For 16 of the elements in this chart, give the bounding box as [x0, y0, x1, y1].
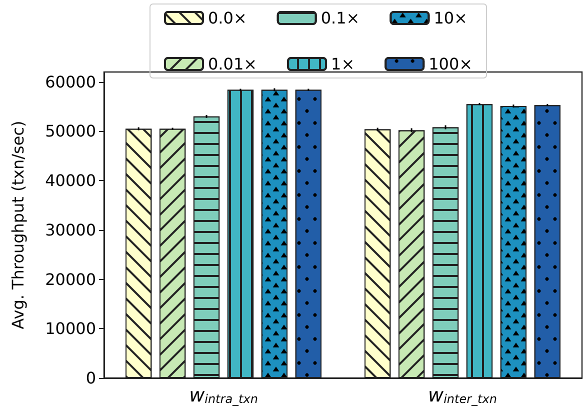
x-tick-label: wintra_txn	[189, 384, 258, 406]
legend-label: 1×	[331, 54, 355, 74]
legend-label: 0.1×	[320, 8, 360, 28]
y-tick-label: 40000	[45, 171, 96, 190]
legend-label: 0.01×	[208, 54, 258, 74]
legend-label: 0.0×	[208, 8, 247, 28]
x-tick-label: winter_txn	[428, 384, 497, 406]
legend-label: 100×	[428, 54, 473, 74]
y-tick-label: 50000	[45, 122, 96, 141]
y-tick-label: 0	[86, 368, 96, 388]
y-axis-title: Avg. Throughput (txn/sec)	[8, 120, 28, 330]
legend-label: 10×	[434, 8, 468, 28]
y-tick-label: 10000	[45, 319, 96, 338]
y-tick-label: 30000	[45, 220, 96, 240]
y-tick-label: 20000	[45, 270, 96, 289]
y-tick-label: 60000	[45, 72, 96, 92]
